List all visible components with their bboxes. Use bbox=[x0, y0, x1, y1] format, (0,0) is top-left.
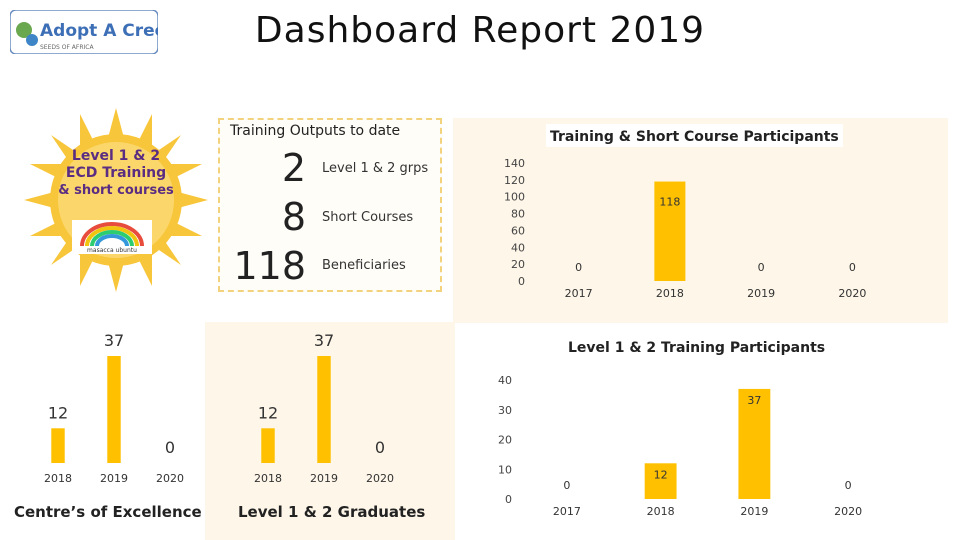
y-tick-label: 120 bbox=[504, 174, 525, 187]
tab-label: Conclusion bbox=[692, 71, 792, 92]
x-tick-label: 2019 bbox=[747, 287, 775, 300]
x-tick-label: 2020 bbox=[366, 472, 394, 485]
data-label: 37 bbox=[104, 331, 124, 350]
data-label: 12 bbox=[654, 468, 668, 481]
logo-subtext: SEEDS OF AFRICA bbox=[40, 44, 94, 51]
output-label-groups: Level 1 & 2 grps bbox=[322, 161, 429, 176]
participants-chart-title: Training & Short Course Participants bbox=[550, 129, 839, 145]
output-value-groups: 2 bbox=[281, 146, 306, 190]
x-tick-label: 2019 bbox=[100, 472, 128, 485]
training-badge: Level 1 & 2 ECD Training & short courses… bbox=[24, 108, 208, 292]
y-tick-label: 30 bbox=[498, 404, 512, 417]
tab-label: Reach bbox=[316, 71, 372, 92]
tab-recommendations[interactable]: Recommendations bbox=[804, 63, 958, 101]
excellence-chart-title: Centre’s of Excellence bbox=[14, 503, 202, 521]
data-label: 0 bbox=[758, 261, 765, 274]
data-label: 37 bbox=[747, 394, 761, 407]
y-tick-label: 140 bbox=[504, 157, 525, 170]
logo-text: Adopt A Creche bbox=[40, 21, 158, 41]
x-tick-label: 2018 bbox=[647, 505, 675, 518]
bar bbox=[738, 388, 771, 499]
tab-introduction[interactable]: Introduction bbox=[4, 63, 162, 101]
data-label: 0 bbox=[375, 438, 385, 457]
bar bbox=[51, 428, 65, 463]
y-tick-label: 10 bbox=[498, 463, 512, 476]
tab-theory-of-change[interactable]: Theory of Change bbox=[148, 63, 280, 101]
badge-line-3: & short courses bbox=[58, 183, 174, 198]
adopt-a-creche-logo: Adopt A Creche SEEDS OF AFRICA bbox=[9, 9, 188, 55]
bar bbox=[317, 356, 331, 463]
tab-outputs[interactable]: Outputs bbox=[406, 63, 558, 101]
data-label: 118 bbox=[659, 196, 680, 209]
badge-image-text: masacca ubuntu bbox=[87, 247, 137, 254]
participants-chart: 0 20 40 60 80 100 120 140 0 2017 118 2018 0 2019 0 2020 bbox=[504, 157, 866, 300]
tab-reach[interactable]: Reach bbox=[270, 63, 418, 101]
bar bbox=[654, 181, 686, 281]
y-tick-label: 100 bbox=[504, 191, 525, 204]
output-value-short-courses: 8 bbox=[281, 195, 306, 239]
data-label: 37 bbox=[314, 331, 334, 350]
x-tick-label: 2019 bbox=[310, 472, 338, 485]
badge-line-2: ECD Training bbox=[66, 165, 166, 181]
participants-chart-title-box: Training & Short Course Participants bbox=[546, 124, 843, 147]
bar bbox=[261, 428, 275, 463]
x-tick-label: 2020 bbox=[156, 472, 184, 485]
participants-chart-panel bbox=[453, 118, 948, 323]
output-label-beneficiaries: Beneficiaries bbox=[322, 258, 406, 273]
logo-graphic: Adopt A Creche SEEDS OF AFRICA bbox=[9, 9, 188, 55]
x-tick-label: 2020 bbox=[834, 505, 862, 518]
y-tick-label: 80 bbox=[511, 208, 525, 221]
excellence-chart: 12 2018 37 2019 0 2020 bbox=[44, 331, 184, 485]
tab-conclusion[interactable]: Conclusion bbox=[668, 63, 816, 101]
data-label: 12 bbox=[258, 403, 278, 422]
x-tick-label: 2017 bbox=[553, 505, 581, 518]
data-label: 0 bbox=[575, 261, 582, 274]
data-label: 0 bbox=[563, 479, 570, 492]
sun-icon: Level 1 & 2 ECD Training & short courses… bbox=[24, 108, 208, 292]
tab-label: Theory of Change bbox=[171, 63, 257, 101]
level12-chart-title: Level 1 & 2 Training Participants bbox=[568, 340, 826, 356]
graduates-chart: 12 2018 37 2019 0 2020 bbox=[254, 331, 394, 485]
y-tick-label: 40 bbox=[511, 241, 525, 254]
x-tick-label: 2018 bbox=[44, 472, 72, 485]
page-title: Dashboard Report 2019 bbox=[254, 10, 706, 51]
x-tick-label: 2019 bbox=[740, 505, 768, 518]
badge-line-1: Level 1 & 2 bbox=[72, 148, 160, 164]
x-tick-label: 2020 bbox=[838, 287, 866, 300]
data-label: 0 bbox=[165, 438, 175, 457]
bar bbox=[644, 463, 677, 499]
tab-label: Recommendations bbox=[824, 63, 938, 101]
tab-label: Impact bbox=[581, 71, 645, 92]
tab-label: Introduction bbox=[28, 71, 138, 92]
tab-impact[interactable]: Impact bbox=[544, 63, 682, 101]
training-outputs-panel bbox=[218, 118, 442, 292]
y-tick-label: 60 bbox=[511, 224, 525, 237]
y-tick-label: 0 bbox=[518, 275, 525, 288]
output-label-short-courses: Short Courses bbox=[322, 210, 414, 225]
y-tick-label: 20 bbox=[498, 434, 512, 447]
graduates-chart-title: Level 1 & 2 Graduates bbox=[238, 503, 426, 521]
level12-chart: 0 10 20 30 40 0 2017 12 2018 37 2019 0 2020 bbox=[498, 374, 862, 518]
output-value-beneficiaries: 118 bbox=[233, 244, 306, 288]
y-tick-label: 0 bbox=[505, 493, 512, 506]
y-tick-label: 20 bbox=[511, 258, 525, 271]
tab-label: Outputs bbox=[446, 71, 518, 92]
x-tick-label: 2018 bbox=[656, 287, 684, 300]
y-tick-label: 40 bbox=[498, 374, 512, 387]
x-tick-label: 2018 bbox=[254, 472, 282, 485]
training-outputs-title: Training Outputs to date bbox=[230, 123, 401, 139]
data-label: 0 bbox=[845, 479, 852, 492]
bar bbox=[107, 356, 121, 463]
data-label: 12 bbox=[48, 403, 68, 422]
x-tick-label: 2017 bbox=[565, 287, 593, 300]
data-label: 0 bbox=[849, 261, 856, 274]
